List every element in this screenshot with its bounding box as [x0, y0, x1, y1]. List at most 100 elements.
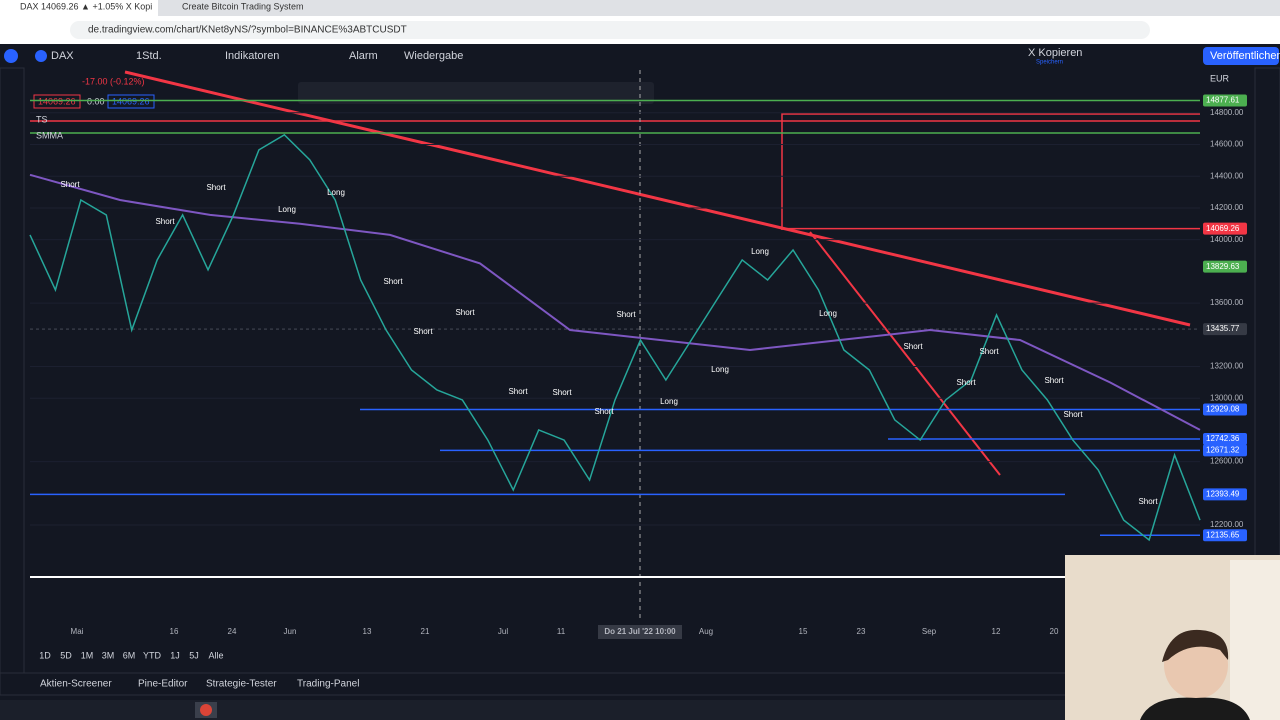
y-tick-label: 13600.00 [1210, 298, 1244, 307]
smma-line [29, 173, 1201, 431]
drawing-toolbar [298, 82, 654, 104]
symbol[interactable]: DAX [51, 50, 74, 62]
x-tick-label: Jul [498, 627, 508, 636]
price-label-box [1203, 529, 1247, 542]
top-toolbar [0, 44, 1280, 68]
currency: EUR [1210, 73, 1230, 83]
range-bar [28, 645, 268, 667]
range-button[interactable]: 5J [189, 650, 199, 660]
price-label: 12742.36 [1206, 434, 1240, 443]
tab-bar [0, 0, 1280, 16]
trend-line [809, 231, 1001, 476]
y-tick-label: 13200.00 [1210, 362, 1244, 371]
signal-label: Long [660, 397, 678, 406]
x-tick-label: 23 [857, 627, 866, 636]
price-label: 13435.77 [1206, 324, 1240, 333]
bid[interactable]: 14069.26 [38, 96, 76, 106]
signal-label: Short [956, 378, 976, 387]
ask-box[interactable] [107, 94, 155, 109]
range-button[interactable]: 1J [170, 650, 180, 660]
price-label: 14069.26 [1206, 224, 1240, 233]
x-tick-label: 13 [363, 627, 372, 636]
price-label: 13829.63 [1206, 262, 1240, 271]
alarm[interactable]: Alarm [349, 50, 378, 62]
replay[interactable]: Wiedergabe [404, 50, 463, 62]
price-label-box [1203, 94, 1247, 107]
signal-label: Short [206, 183, 226, 192]
price-label-box [1203, 403, 1247, 416]
copy[interactable]: X Kopieren [1028, 47, 1082, 59]
price-label-box [1203, 444, 1247, 457]
chrome-icon[interactable] [200, 704, 212, 716]
price-label: 12135.65 [1206, 530, 1240, 539]
change: -17.00 (-0.12%) [82, 76, 145, 86]
x-tick-label: 16 [170, 627, 179, 636]
price-label-box [1203, 488, 1247, 501]
price-label-box [1203, 323, 1247, 336]
tab-title[interactable]: DAX 14069.26 ▲ +1.05% X Kopi [20, 1, 152, 11]
bottom-tab[interactable]: Trading-Panel [297, 679, 359, 690]
taskbar [0, 700, 1280, 720]
url[interactable]: de.tradingview.com/chart/KNet8yNS/?symbo… [88, 25, 407, 36]
signal-label: Short [1044, 376, 1064, 385]
publish-button[interactable] [1203, 47, 1279, 65]
x-tick-label: Do 21 Jul '22 10:00 [604, 627, 676, 636]
bid-box[interactable] [33, 94, 81, 109]
bottom-tab[interactable]: Aktien-Screener [40, 679, 112, 690]
price-label: 12393.49 [1206, 489, 1240, 498]
bottom-tab[interactable]: Pine-Editor [138, 679, 188, 690]
x-tick-label: 12 [992, 627, 1001, 636]
price-label: 14877.61 [1206, 96, 1240, 105]
range-button[interactable]: 1D [39, 650, 51, 660]
spread: 0.00 [87, 96, 105, 106]
signal-label: Long [327, 188, 345, 197]
range-button[interactable]: Alle [208, 650, 223, 660]
signal-label: Long [751, 247, 769, 256]
signal-label: Short [60, 180, 80, 189]
tab-active[interactable] [0, 0, 158, 16]
price-label: 12929.08 [1206, 405, 1240, 414]
range-button[interactable]: 6M [123, 650, 136, 660]
range-button[interactable]: 5D [60, 650, 72, 660]
url-field[interactable] [70, 21, 1150, 39]
signal-label: Short [508, 387, 528, 396]
tab-title[interactable]: Create Bitcoin Trading System [182, 1, 304, 11]
publish[interactable]: Veröffentlichen [1210, 50, 1280, 62]
symbol-icon [35, 50, 47, 62]
signal-label: Short [413, 327, 433, 336]
x-tick-label: 15 [799, 627, 808, 636]
range-button[interactable]: 3M [102, 650, 115, 660]
bottom-panel-bar [0, 672, 1280, 696]
x-tick-label: Jun [284, 627, 297, 636]
indicators[interactable]: Indikatoren [225, 50, 279, 62]
signal-label: Short [552, 388, 572, 397]
signal-label: Long [711, 365, 729, 374]
webcam-shirt [1140, 697, 1250, 720]
y-tick-label: 14200.00 [1210, 203, 1244, 212]
price-label-box [1203, 260, 1247, 273]
y-tick-label: 14000.00 [1210, 235, 1244, 244]
ts: TS [36, 114, 48, 124]
price-label-box [1203, 433, 1247, 446]
webcam-door [1230, 560, 1280, 720]
range-button[interactable]: 1M [81, 650, 94, 660]
signal-label: Short [903, 342, 923, 351]
saved: Speichern [1036, 60, 1063, 66]
x-tick-label: Aug [699, 627, 713, 636]
avatar[interactable] [4, 49, 18, 63]
signal-label: Short [455, 308, 475, 317]
price-line [29, 133, 1201, 542]
interval[interactable]: 1Std. [136, 50, 162, 62]
ask[interactable]: 14069.26 [112, 96, 150, 106]
bottom-tab[interactable]: Strategie-Tester [206, 679, 277, 690]
signal-label: Short [383, 277, 403, 286]
range-button[interactable]: YTD [143, 650, 162, 660]
x-tick-label: 21 [421, 627, 430, 636]
signal-label: Long [278, 205, 296, 214]
y-tick-label: 12200.00 [1210, 520, 1244, 529]
signal-label: Short [594, 407, 614, 416]
left-toolbar [0, 67, 25, 694]
y-tick-label: 13000.00 [1210, 393, 1244, 402]
smma: SMMA [36, 130, 63, 140]
